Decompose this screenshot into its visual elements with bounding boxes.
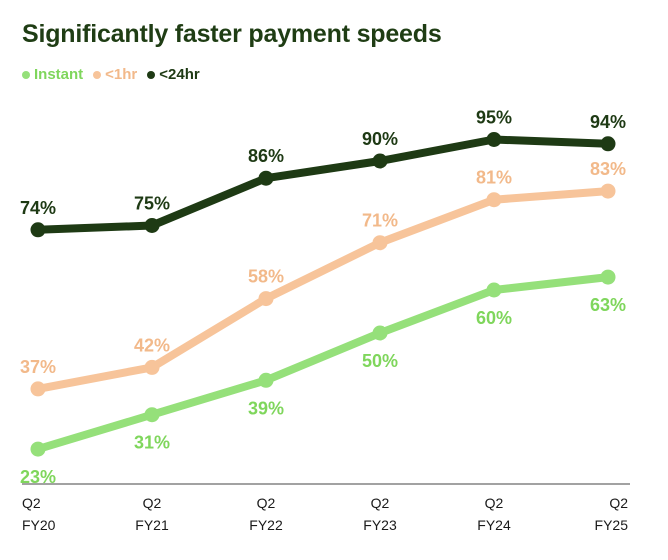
x-tick-label: Q2 (22, 495, 41, 511)
data-label: 37% (20, 357, 56, 377)
data-point (600, 136, 616, 152)
data-point (258, 372, 274, 388)
data-point (600, 269, 616, 285)
data-point (144, 359, 160, 375)
data-label: 94% (590, 112, 626, 132)
data-point (372, 153, 388, 169)
x-tick-label: Q2 (371, 495, 390, 511)
data-label: 23% (20, 467, 56, 487)
data-label: 71% (362, 211, 398, 231)
data-point (30, 381, 46, 397)
data-label: 74% (20, 198, 56, 218)
x-tick-label: Q2 (609, 495, 628, 511)
data-label: 31% (134, 433, 170, 453)
data-point (258, 291, 274, 307)
data-label: 60% (476, 308, 512, 328)
data-label: 39% (248, 398, 284, 418)
data-label: 81% (476, 168, 512, 188)
data-point (486, 192, 502, 208)
x-tick-label: Q2 (257, 495, 276, 511)
legend-label-instant: Instant (34, 66, 84, 83)
data-label: 86% (248, 146, 284, 166)
data-point (30, 222, 46, 238)
data-point (258, 170, 274, 186)
data-point (144, 407, 160, 423)
data-point (30, 441, 46, 457)
x-tick-label: FY20 (22, 517, 56, 533)
x-tick-label: FY24 (477, 517, 511, 533)
legend-dot-instant (22, 70, 30, 79)
data-point (144, 218, 160, 233)
data-label: 58% (248, 267, 284, 287)
data-point (486, 132, 502, 147)
x-tick-label: FY21 (135, 517, 169, 533)
x-tick-label: Q2 (485, 495, 504, 511)
legend-dot-1hr (93, 70, 102, 79)
data-label: 83% (590, 159, 626, 179)
x-tick-label: FY25 (595, 517, 629, 533)
data-label: 63% (590, 295, 626, 315)
data-point (372, 325, 388, 341)
data-label: 75% (134, 194, 170, 214)
legend-item-instant: Instant (22, 66, 83, 83)
chart-title: Significantly faster payment speeds (22, 20, 442, 48)
series-line-0 (34, 273, 612, 454)
data-point (372, 235, 388, 251)
data-point (600, 183, 616, 199)
x-tick-label: FY22 (249, 517, 283, 533)
series-line-1 (34, 187, 612, 393)
legend-dot-24hr (147, 70, 156, 79)
data-point (486, 282, 502, 298)
data-label: 95% (476, 108, 512, 128)
legend: Instant <1hr <24hr (22, 66, 200, 83)
legend-label-24hr: <24hr (159, 66, 200, 83)
legend-label-1hr: <1hr (105, 66, 138, 83)
x-tick-label: FY23 (363, 517, 397, 533)
legend-item-1hr: <1hr (93, 66, 137, 83)
data-label: 42% (134, 335, 170, 355)
data-label: 90% (362, 129, 398, 149)
x-tick-label: Q2 (143, 495, 162, 511)
legend-item-24hr: <24hr (147, 66, 200, 83)
data-label: 50% (362, 351, 398, 371)
series-line-2 (34, 135, 612, 234)
